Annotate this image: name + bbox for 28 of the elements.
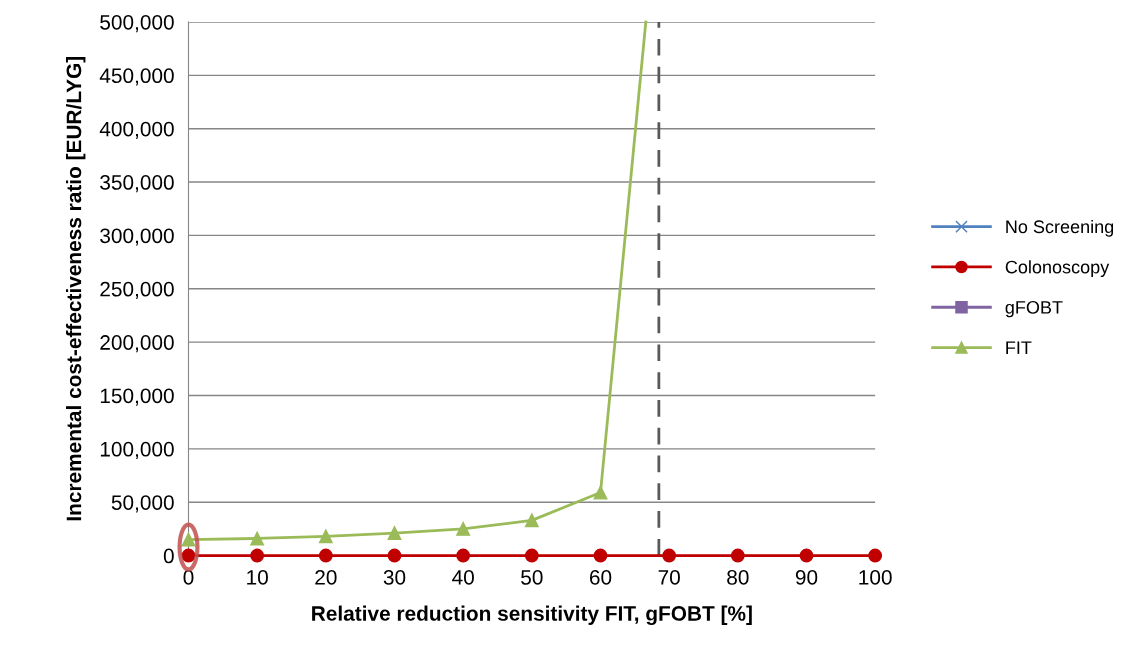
y-tick-label: 500,000 — [100, 14, 174, 33]
y-tick-label: 150,000 — [100, 388, 174, 406]
y-tick-label: 200,000 — [100, 335, 174, 353]
x-tick-label: 100 — [859, 570, 892, 585]
y-tick-label: 250,000 — [100, 281, 174, 299]
x-tick-label: 70 — [658, 570, 680, 585]
x-tick-label: 10 — [247, 570, 268, 585]
y-tick-label: 450,000 — [99, 68, 174, 86]
y-axis-title: Incremental cost-effectiveness ratio [EUR/LYG] — [66, 57, 86, 521]
y-tick-label: 350,000 — [100, 175, 174, 193]
x-tick-label: 80 — [727, 570, 749, 585]
y-tick-label: 400,000 — [99, 121, 174, 139]
x-tick-label: 0 — [183, 570, 194, 585]
x-tick-label: 50 — [521, 570, 543, 585]
x-tick-label: 60 — [589, 570, 612, 585]
y-tick-label: 100,000 — [100, 441, 174, 460]
legend-label: No Screening — [1006, 219, 1114, 237]
x-tick-label: 20 — [315, 570, 337, 585]
legend-label: FIT — [1006, 341, 1032, 354]
legend-label: gFOBT — [1005, 300, 1063, 318]
x-tick-label: 30 — [383, 570, 406, 585]
y-tick-label: 300,000 — [100, 228, 174, 246]
x-tick-label: 40 — [452, 570, 474, 585]
y-tick-label: 0 — [163, 548, 174, 564]
x-axis-title: Relative reduction sensitivity FIT, gFOBT [%] — [312, 605, 752, 626]
y-tick-label: 50,000 — [111, 495, 174, 513]
legend-label: Colonoscopy — [1005, 260, 1110, 278]
x-tick-label: 90 — [795, 570, 818, 585]
